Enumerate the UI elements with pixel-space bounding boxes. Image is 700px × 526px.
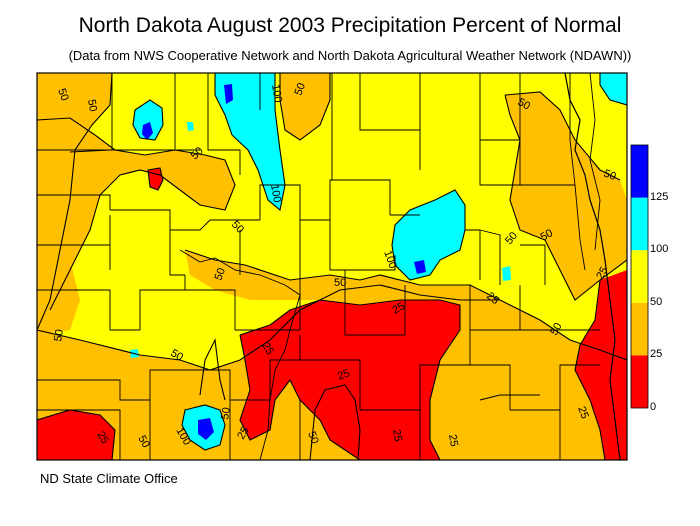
contour-label: 50 bbox=[55, 87, 70, 103]
legend-band-125-150 bbox=[631, 145, 648, 198]
cyan-region-central bbox=[392, 190, 465, 280]
legend-band-25-50 bbox=[631, 302, 648, 356]
legend-band-100-125 bbox=[631, 197, 648, 251]
contour-label: 50 bbox=[213, 266, 228, 282]
red-region-south-central bbox=[240, 300, 460, 460]
contour-label: 50 bbox=[85, 98, 99, 112]
blue-spot-northwest bbox=[142, 122, 153, 140]
legend-tick-label: 25 bbox=[650, 348, 663, 361]
contour-label: 100 bbox=[268, 183, 283, 203]
red-river-border bbox=[564, 73, 621, 460]
map-fill-layer: 50 50 100 50 50 50 50 100 50 50 50 100 5… bbox=[37, 73, 627, 460]
credit-text: ND State Climate Office bbox=[40, 471, 178, 486]
cyan-spot-small-c bbox=[502, 266, 511, 281]
red-region-southwest bbox=[37, 410, 115, 460]
contour-label: 50 bbox=[219, 406, 233, 420]
legend-colorbar bbox=[630, 144, 649, 409]
cyan-spot-small-a bbox=[187, 122, 194, 131]
blue-spot-central bbox=[414, 260, 426, 274]
contour-label: 25 bbox=[336, 367, 352, 382]
contour-label: 25 bbox=[94, 430, 111, 447]
map-title: North Dakota August 2003 Precipitation P… bbox=[78, 14, 622, 37]
contour-label: 25 bbox=[259, 341, 276, 358]
map-frame bbox=[36, 72, 628, 461]
map-subtitle: (Data from NWS Cooperative Network and N… bbox=[68, 48, 632, 63]
legend-band-0-25 bbox=[631, 355, 648, 408]
legend-tick-label: 125 bbox=[650, 190, 669, 203]
blue-spot-north bbox=[224, 84, 233, 104]
orange-region-north-central bbox=[37, 118, 235, 330]
orange-region-north bbox=[280, 73, 330, 140]
contour-label: 50 bbox=[548, 321, 565, 338]
contour-label: 100 bbox=[381, 249, 399, 270]
contour-label: 50 bbox=[305, 430, 320, 446]
contour-label: 25 bbox=[594, 265, 611, 282]
contour-label: 50 bbox=[135, 434, 152, 451]
contour-label: 25 bbox=[235, 425, 252, 442]
contour-label: 50 bbox=[516, 96, 533, 113]
contour-label: 50 bbox=[52, 328, 66, 342]
legend-band-50-100 bbox=[631, 250, 648, 303]
contour-label: 25 bbox=[575, 405, 590, 421]
contour-labels: 50 50 100 50 50 50 50 100 50 50 50 100 5… bbox=[52, 81, 617, 450]
cyan-region-north bbox=[215, 73, 285, 210]
legend-frame bbox=[630, 144, 649, 409]
contour-lines bbox=[37, 73, 627, 460]
cyan-region-northeast-corner bbox=[600, 73, 627, 105]
contour-label: 50 bbox=[169, 347, 186, 364]
blue-spot-south bbox=[198, 418, 214, 440]
county-boundaries bbox=[37, 73, 601, 460]
legend-tick-label: 0 bbox=[650, 401, 657, 413]
contour-label: 25 bbox=[446, 433, 460, 447]
contour-label: 100 bbox=[269, 83, 284, 103]
contour-label: 50 bbox=[334, 277, 346, 289]
cyan-spot-northwest bbox=[133, 100, 163, 140]
contour-label: 25 bbox=[390, 428, 404, 442]
missouri-river bbox=[179, 249, 301, 460]
legend-tick-label: 100 bbox=[650, 243, 669, 256]
contour-label: 25 bbox=[391, 300, 408, 317]
contour-label: 50 bbox=[539, 227, 556, 244]
contour-label: 50 bbox=[293, 81, 308, 97]
orange-region-northeast bbox=[505, 92, 627, 300]
contour-label: 50 bbox=[602, 168, 618, 183]
legend-tick-label: 50 bbox=[650, 295, 663, 308]
